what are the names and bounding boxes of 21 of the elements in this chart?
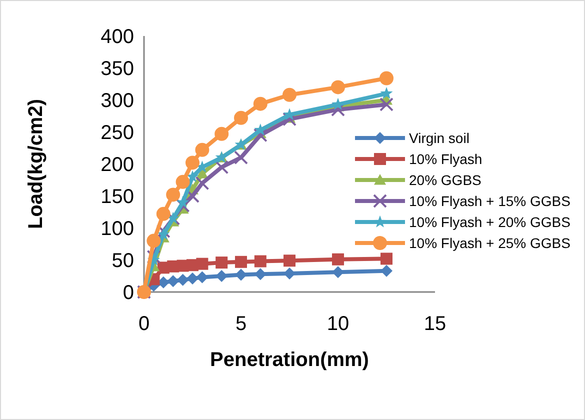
y-tick-label: 300 — [100, 90, 134, 112]
x-tick-label: 10 — [326, 313, 350, 335]
y-tick-label: 150 — [100, 186, 134, 208]
x-axis-title: Penetration(mm) — [210, 349, 369, 371]
x-tick-label: 15 — [424, 313, 446, 335]
x-tick-label: 0 — [138, 313, 150, 335]
y-tick-label: 0 — [122, 282, 134, 304]
y-tick-label: 350 — [100, 58, 134, 80]
legend-label: 10% Flyash + 15% GGBS — [409, 192, 570, 209]
y-tick-label: 50 — [112, 250, 134, 272]
y-tick-label: 250 — [100, 122, 134, 144]
y-tick-label: 400 — [100, 26, 134, 48]
legend-label: 10% Flyash — [409, 150, 482, 167]
legend-label: 10% Flyash + 25% GGBS — [409, 234, 570, 251]
y-tick-label: 100 — [100, 218, 134, 240]
legend-label: Virgin soil — [409, 130, 470, 146]
legend-label: 10% Flyash + 20% GGBS — [409, 214, 570, 230]
x-tick-label: 5 — [235, 313, 247, 335]
y-axis-title: Load(kg/cm2) — [25, 98, 47, 230]
y-tick-label: 200 — [100, 154, 134, 176]
legend-label: 20% GGBS — [409, 172, 482, 188]
